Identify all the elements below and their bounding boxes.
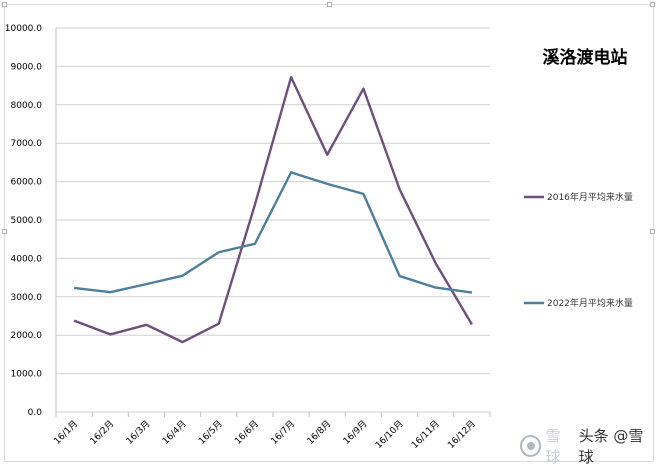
x-tick-label: 16/12月: [446, 418, 478, 450]
y-tick-label: 9000.0: [11, 62, 43, 72]
x-tick-label: 16/11月: [409, 418, 441, 450]
series-line-1: [73, 75, 473, 344]
x-tick-label: 16/7月: [269, 418, 297, 446]
y-axis-ticks: 0.0 1000.0 2000.0 3000.0 4000.0 5000.0 6000.0 7…: [5, 24, 42, 418]
series-line-2: [73, 171, 473, 294]
x-tick-label: 16/10月: [373, 418, 405, 450]
y-tick-label: 7000.0: [11, 139, 43, 149]
x-tick-label: 16/2月: [88, 418, 116, 446]
snowball-logo-icon: [520, 435, 542, 457]
x-axis-ticks: 16/1月 16/2月 16/3月 16/4月 16/5月 16/6月 16/7月 16/8月…: [52, 412, 491, 451]
x-tick-label: 16/4月: [160, 418, 188, 446]
y-tick-label: 10000.0: [5, 24, 42, 34]
watermark-text: 头条 @雪球: [578, 427, 644, 466]
y-tick-label: 1000.0: [11, 370, 43, 380]
legend-label: 2016年月平均来水量: [547, 191, 633, 203]
resize-handle-top-right[interactable]: [650, 2, 655, 7]
y-tick-label: 6000.0: [11, 178, 43, 188]
x-tick-label: 16/9月: [341, 418, 369, 446]
resize-handle-top[interactable]: [327, 2, 332, 7]
x-tick-label: 16/1月: [52, 418, 80, 446]
x-tick-label: 16/8月: [305, 418, 333, 446]
gridlines: [55, 27, 490, 413]
x-tick-label: 16/6月: [233, 418, 261, 446]
y-tick-label: 4000.0: [11, 254, 43, 264]
watermark: 雪球 头条 @雪球: [520, 427, 656, 466]
resize-handle-right[interactable]: [650, 229, 655, 234]
y-tick-label: 0.0: [28, 408, 43, 418]
legend-label: 2022年月平均来水量: [547, 297, 633, 309]
y-tick-label: 3000.0: [11, 293, 43, 303]
watermark-ghost-text: 雪球: [545, 427, 561, 466]
series-lines: [73, 75, 473, 344]
x-tick-label: 16/3月: [124, 418, 152, 446]
y-tick-label: 8000.0: [11, 101, 43, 111]
x-tick-label: 16/5月: [196, 418, 224, 446]
resize-handle-left[interactable]: [2, 229, 7, 234]
y-tick-label: 5000.0: [11, 216, 43, 226]
resize-handle-top-left[interactable]: [2, 2, 7, 7]
y-tick-label: 2000.0: [11, 331, 43, 341]
chart-title: 溪洛渡电站: [543, 47, 628, 68]
legend: 2016年月平均来水量 2022年月平均来水量: [524, 191, 633, 309]
